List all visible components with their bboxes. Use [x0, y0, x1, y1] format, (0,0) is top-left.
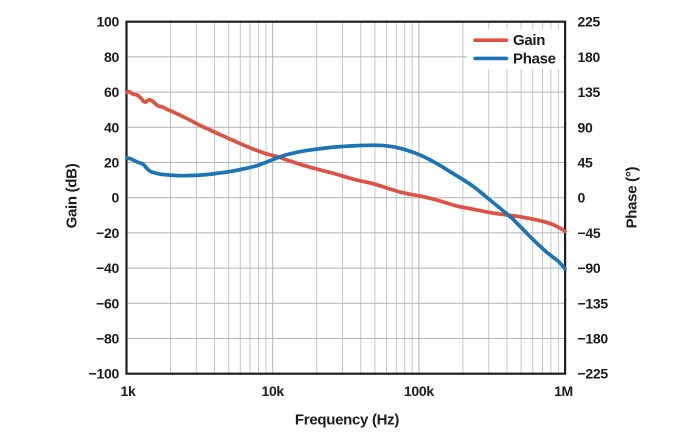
- svg-text:−45: −45: [578, 225, 601, 241]
- svg-text:Phase (°): Phase (°): [624, 166, 641, 228]
- svg-text:−20: −20: [96, 225, 119, 241]
- svg-text:10k: 10k: [261, 383, 284, 399]
- svg-text:Phase: Phase: [513, 50, 556, 67]
- svg-text:0: 0: [578, 190, 586, 206]
- svg-text:100k: 100k: [404, 383, 434, 399]
- svg-text:−135: −135: [578, 295, 609, 311]
- svg-text:−90: −90: [578, 260, 601, 276]
- svg-text:100: 100: [97, 14, 120, 30]
- svg-text:180: 180: [578, 49, 601, 65]
- svg-text:1M: 1M: [554, 383, 573, 399]
- svg-text:−60: −60: [96, 295, 119, 311]
- svg-text:0: 0: [112, 190, 120, 206]
- svg-text:45: 45: [578, 155, 593, 171]
- svg-text:80: 80: [104, 49, 119, 65]
- svg-text:−40: −40: [96, 260, 119, 276]
- svg-text:−100: −100: [89, 366, 120, 382]
- svg-text:20: 20: [104, 155, 119, 171]
- svg-text:Gain: Gain: [513, 32, 545, 49]
- svg-text:40: 40: [104, 119, 119, 135]
- svg-text:1k: 1k: [121, 383, 136, 399]
- svg-text:135: 135: [578, 84, 601, 100]
- svg-text:90: 90: [578, 119, 593, 135]
- svg-text:−180: −180: [578, 331, 609, 347]
- svg-text:60: 60: [104, 84, 119, 100]
- svg-text:−80: −80: [96, 331, 119, 347]
- svg-text:Frequency (Hz): Frequency (Hz): [295, 412, 399, 429]
- svg-text:−225: −225: [578, 366, 609, 382]
- svg-text:Gain (dB): Gain (dB): [64, 163, 81, 228]
- svg-text:225: 225: [578, 14, 601, 30]
